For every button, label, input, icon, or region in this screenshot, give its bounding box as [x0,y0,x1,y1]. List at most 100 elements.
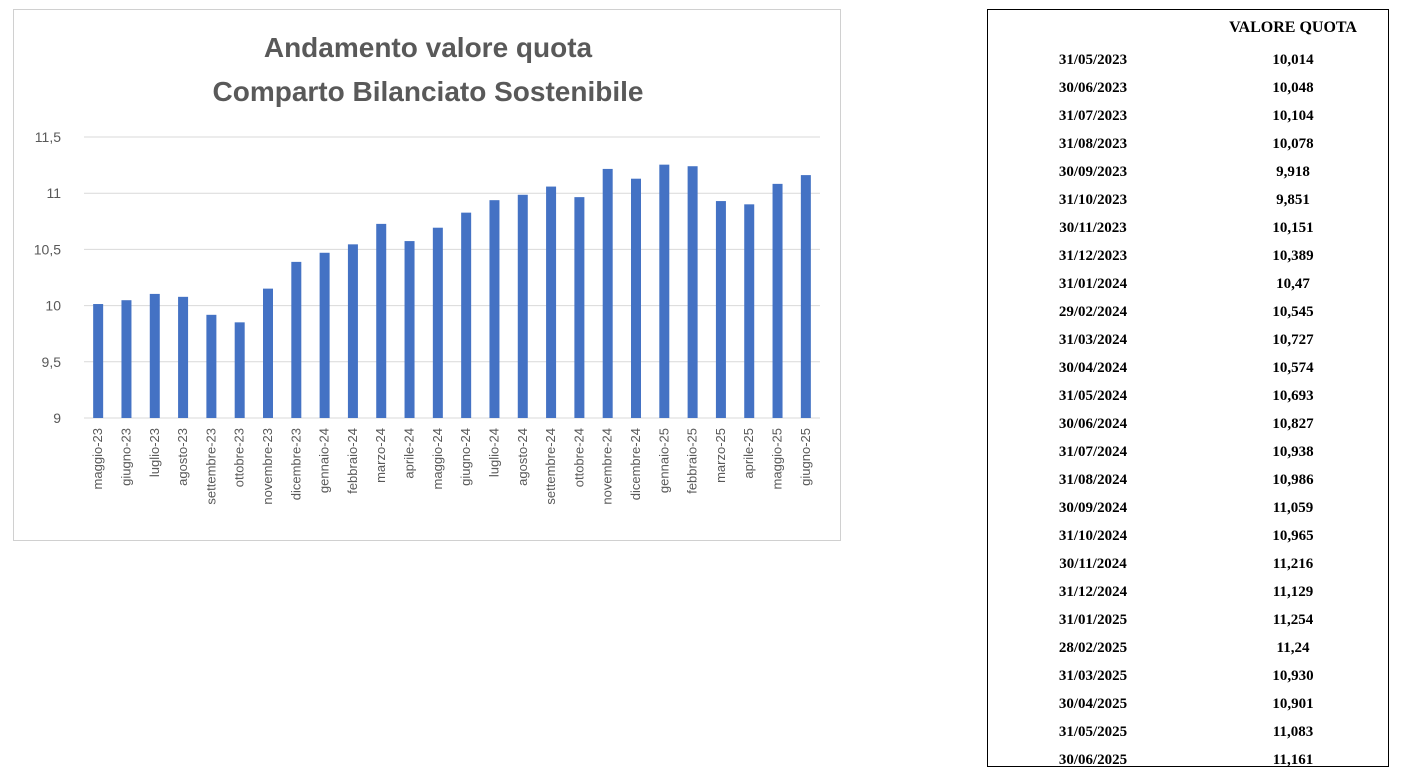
table-row: 31/07/2024 10,938 [988,438,1388,466]
x-tick-label: marzo-24 [373,428,388,483]
bar [121,300,132,418]
x-tick-label: giugno-23 [118,428,133,486]
x-tick-label: ottobre-23 [232,428,247,487]
x-tick-label: aprile-24 [402,428,417,479]
table-row: 30/06/2023 10,048 [988,74,1388,102]
table-row: 31/08/2024 10,986 [988,466,1388,494]
y-tick-label: 9 [53,410,61,426]
bar [800,175,811,418]
x-tick-label: dicembre-24 [628,428,643,500]
y-tick-label: 11,5 [35,129,61,145]
x-tick-label: settembre-23 [203,428,218,505]
bar [149,293,160,418]
bar [376,223,387,418]
table-row: 30/11/2024 11,216 [988,550,1388,578]
table-row: 28/02/2025 11,24 [988,634,1388,662]
bar [602,168,613,418]
values-table-panel: VALORE QUOTA 31/05/2023 10,014 30/06/2023 1… [987,9,1389,768]
row-date: 30/04/2024 [1058,360,1128,376]
bar [659,164,670,418]
x-tick-label: luglio-24 [486,428,501,477]
bar [489,200,500,418]
table-row: 30/04/2024 10,574 [988,354,1388,382]
chart-title-line-2: Comparto Bilanciato Sostenibile [213,76,644,107]
bar [319,252,330,418]
row-date: 31/05/2023 [1058,52,1128,68]
x-tick-label: marzo-25 [713,428,728,483]
x-tick-label: luglio-23 [147,428,162,477]
row-value: 10,014 [1272,52,1314,68]
row-date: 31/10/2023 [1058,192,1128,208]
row-value: 10,727 [1272,332,1314,348]
row-date: 31/01/2025 [1058,612,1128,628]
bar [178,296,189,418]
row-date: 31/07/2024 [1058,444,1128,460]
values-table: VALORE QUOTA 31/05/2023 10,014 30/06/2023 1… [988,10,1388,774]
row-date: 31/05/2024 [1058,388,1128,404]
row-date: 30/06/2023 [1058,80,1128,96]
row-value: 11,129 [1272,584,1314,600]
row-value: 9,851 [1276,192,1310,208]
row-date: 30/09/2023 [1058,164,1128,180]
bar [234,322,245,418]
row-value: 10,827 [1272,416,1314,432]
table-row: 31/10/2024 10,965 [988,522,1388,550]
x-tick-label: gennaio-24 [317,428,332,493]
x-tick-label: agosto-23 [175,428,190,486]
x-tick-label: maggio-25 [770,428,785,489]
row-value: 10,574 [1272,360,1314,376]
row-value: 9,918 [1276,164,1310,180]
chart-title-line-1: Andamento valore quota [264,32,593,63]
table-row: 30/11/2023 10,151 [988,214,1388,242]
x-tick-label: giugno-25 [798,428,813,486]
table-row: 31/10/2023 9,851 [988,186,1388,214]
x-tick-label: aprile-25 [741,428,756,479]
row-value: 11,083 [1272,724,1314,740]
table-body: 31/05/2023 10,014 30/06/2023 10,048 31/07/20… [988,46,1388,774]
y-axis-tick-labels: 9 9,5 10 10,5 11 11,5 [34,129,61,426]
row-date: 30/06/2024 [1058,416,1128,432]
row-date: 31/08/2024 [1058,472,1128,488]
row-value: 11,24 [1276,640,1310,656]
y-tick-label: 9,5 [42,354,62,370]
table-row: 31/08/2023 10,078 [988,130,1388,158]
table-row: 30/06/2025 11,161 [988,746,1388,774]
bar [546,186,557,418]
table-row: 31/07/2023 10,104 [988,102,1388,130]
y-tick-label: 10 [45,298,61,314]
row-value: 10,693 [1272,388,1314,404]
gridlines [84,136,820,419]
row-value: 10,47 [1276,276,1310,292]
table-row: 31/05/2024 10,693 [988,382,1388,410]
row-date: 31/07/2023 [1058,108,1128,124]
table-row: 31/01/2024 10,47 [988,270,1388,298]
x-tick-label: giugno-24 [458,428,473,486]
table-header-row: VALORE QUOTA [988,10,1388,46]
bar [432,227,443,418]
bar [291,261,302,418]
row-value: 10,938 [1272,444,1314,460]
table-row: 31/12/2024 11,129 [988,578,1388,606]
row-value: 11,059 [1272,500,1314,516]
row-value: 10,389 [1272,248,1314,264]
table-row: 31/05/2025 11,083 [988,718,1388,746]
bar [574,197,585,418]
row-date: 31/12/2024 [1058,584,1128,600]
x-tick-label: ottobre-24 [571,428,586,487]
bar [93,304,104,418]
row-value: 10,104 [1272,108,1314,124]
table-row: 29/02/2024 10,545 [988,298,1388,326]
row-value: 11,254 [1272,612,1314,628]
bar [347,244,358,418]
row-value: 10,901 [1272,696,1314,712]
x-tick-label: febbraio-24 [345,428,360,494]
bar [461,212,472,418]
bar [263,288,273,418]
row-date: 31/08/2023 [1058,136,1128,152]
bar [404,241,415,418]
row-value: 10,965 [1272,528,1314,544]
bar [206,314,217,418]
x-tick-label: settembre-24 [543,428,558,505]
table-row: 31/05/2023 10,014 [988,46,1388,74]
x-tick-label: novembre-24 [600,428,615,505]
